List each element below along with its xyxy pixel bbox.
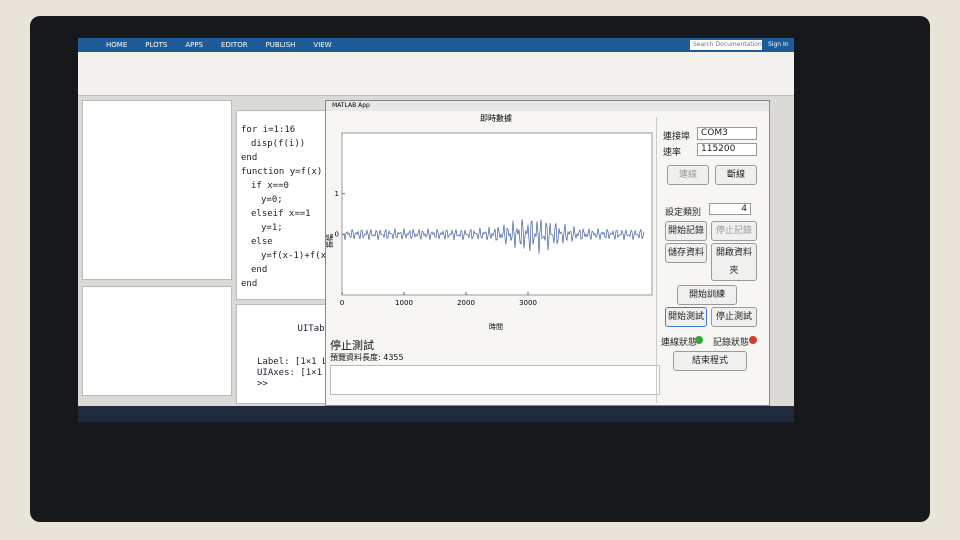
port-dropdown[interactable]: COM3 [697,127,757,140]
code-line: y=0; [241,195,325,209]
save-data-button[interactable]: 儲存資料 [665,243,707,263]
code-text: y=0; [261,195,283,205]
x-tick-label: 2000 [457,299,475,307]
baud-dropdown[interactable]: 115200 [697,143,757,156]
control-panel: 連接埠 COM3 速率 115200 連線 斷線 設定類別 4 開始記錄 停止記… [656,117,768,403]
start-train-button[interactable]: 開始訓練 [677,285,737,305]
code-line: end [241,279,325,293]
port-label: 連接埠 [663,132,691,142]
conn-status-label: 連線狀態 [661,338,698,348]
toolstrip [78,52,794,96]
code-line: elseif x==1 [241,209,325,223]
code-text: y=f(x-1)+f(x-2); [261,251,348,261]
disconnect-button[interactable]: 斷線 [715,165,757,185]
stop-test-button[interactable]: 停止測試 [711,307,757,327]
ribbon-tab[interactable]: EDITOR [221,41,248,49]
baud-label: 速率 [663,148,682,158]
exit-button[interactable]: 結束程式 [673,351,747,371]
app-window: MATLAB App 即時數據 時間 振幅 0 1000 2000 3000 0 1 停止… [325,100,770,406]
tab-list: HOME PLOTS APPS EDITOR PUBLISH VIEW [78,38,794,52]
current-folder [82,100,232,280]
ribbon-tab[interactable]: APPS [185,41,204,49]
open-folder-button[interactable]: 開啟資料夾 [711,243,757,281]
conn-status-lamp [695,336,703,344]
code-text: end [251,265,268,275]
plot-title: 即時數據 [480,113,512,123]
code-line: end [241,153,325,167]
stop-record-button[interactable]: 停止記錄 [711,221,757,241]
ribbon-tab[interactable]: VIEW [313,41,332,49]
code-text: if x==0 [251,181,289,191]
command-prompt[interactable]: >> [257,379,268,389]
code-text: end [241,279,258,289]
code-text: else [251,237,273,247]
y-tick-label: 1 [335,190,339,198]
code-line: else [241,237,325,251]
editor: for i=1:16 disp(f(i)) end function y=f(x) if… [236,110,348,300]
sign-in[interactable]: Sign In [768,41,789,48]
y-tick-label: 0 [335,230,339,238]
code-line: function y=f(x) [241,167,325,181]
plot-area [341,132,653,296]
code-text: y=1; [261,223,283,233]
code-line: disp(f(i)) [241,139,325,153]
x-tick-label: 1000 [395,299,413,307]
code-text: end [241,153,258,163]
preview-length: 預覽資料長度: 4355 [330,353,404,362]
rec-status-lamp [749,336,757,344]
x-label: 時間 [489,323,503,331]
rec-status-label: 記錄狀態 [713,338,750,348]
class-label: 設定類別 [665,208,702,218]
status-text: 停止測試 [330,339,374,352]
app-title: MATLAB App [326,101,769,111]
start-record-button[interactable]: 開始記錄 [665,221,707,241]
class-input[interactable]: 4 [709,203,751,215]
screen: HOME PLOTS APPS EDITOR PUBLISH VIEW Search Do… [78,38,794,422]
connect-button[interactable]: 連線 [667,165,709,185]
signal-trace [343,219,645,254]
code-text: elseif x==1 [251,209,311,219]
code-line: y=1; [241,223,325,237]
plot: 即時數據 時間 振幅 0 1000 2000 3000 0 1 [326,113,653,331]
x-tick-label: 0 [340,299,344,307]
y-label: 振幅 [326,234,334,248]
code-line: y=f(x-1)+f(x-2); [241,251,348,265]
ribbon-tab[interactable]: PUBLISH [265,41,296,49]
code-text: for i=1:16 [241,125,296,135]
search-box[interactable]: Search Documentation [690,40,762,50]
code-line: end [241,265,325,279]
ribbon-tabs: HOME PLOTS APPS EDITOR PUBLISH VIEW Search Do… [78,38,794,52]
code-line: if x==0 [241,181,325,195]
ribbon-tab[interactable]: PLOTS [145,41,168,49]
code-text: disp(f(i)) [251,139,306,149]
stats-table [330,365,660,395]
code-line: for i=1:16 [241,125,325,139]
start-test-button[interactable]: 開始測試 [665,307,707,327]
code-text: function y=f(x) [241,167,323,177]
ribbon-tab[interactable]: HOME [106,41,128,49]
x-tick-label: 3000 [519,299,537,307]
taskbar [78,406,794,422]
workspace [82,286,232,396]
